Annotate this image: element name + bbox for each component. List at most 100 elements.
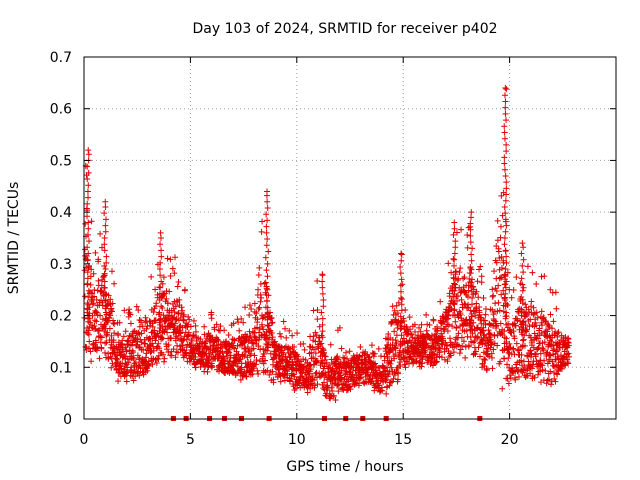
data-point [320,346,327,353]
data-point [146,363,153,370]
data-point [312,350,319,357]
data-point [307,385,314,392]
data-point [387,379,394,386]
data-point [498,265,505,272]
data-point [397,263,404,270]
data-point [102,198,109,205]
data-point [515,309,522,316]
data-point [457,346,464,353]
data-point [444,358,451,365]
data-point [115,378,122,385]
data-point [263,267,270,274]
data-point [103,309,110,316]
data-point [84,231,91,238]
data-point [161,358,168,365]
data-point [444,343,451,350]
data-point [457,323,464,330]
data-point [505,355,512,362]
data-point [534,314,541,321]
data-point [290,349,297,356]
data-point [115,332,122,339]
data-point [174,342,181,349]
data-point [447,352,454,359]
data-point [450,300,457,307]
data-point [518,275,525,282]
data-point [84,213,91,220]
data-point [301,346,308,353]
data-point [158,253,165,260]
data-point [511,335,518,342]
data-point [116,369,123,376]
data-point [91,293,98,300]
data-points [81,85,572,404]
data-point [165,349,172,356]
data-point [310,333,317,340]
data-point [327,341,334,348]
data-point [524,353,531,360]
x-tick-label: 5 [186,432,195,448]
data-point [103,339,110,346]
data-point [477,314,484,321]
data-point [108,268,115,275]
data-point [398,294,405,301]
data-point [486,353,493,360]
data-point [542,318,549,325]
data-point [451,262,458,269]
data-point [399,281,406,288]
data-point [450,293,457,300]
data-point [460,275,467,282]
data-point [264,316,271,323]
data-point [276,330,283,337]
data-point [482,311,489,318]
data-point [85,219,92,226]
data-point [91,317,98,324]
data-point [503,86,510,93]
data-point [132,373,139,380]
data-point [548,338,555,345]
data-point [101,272,108,279]
data-point [255,371,262,378]
data-point [504,361,511,368]
data-point [392,351,399,358]
data-point [269,319,276,326]
data-point [502,315,509,322]
data-point [492,285,499,292]
data-point [257,291,264,298]
data-point [381,357,388,364]
data-point [467,226,474,233]
data-point [533,280,540,287]
x-tick-label: 15 [394,432,412,448]
data-point [149,361,156,368]
data-point [172,254,179,261]
data-point [158,334,165,341]
data-point [398,257,405,264]
data-point [542,367,549,374]
data-point [265,248,272,255]
data-point [268,320,275,327]
data-point [97,339,104,346]
data-point [157,259,164,266]
data-point [171,309,178,316]
data-point [441,348,448,355]
data-point [329,387,336,394]
data-point [464,231,471,238]
data-point [319,271,326,278]
data-point [440,319,447,326]
data-point [336,324,343,331]
data-point [401,361,408,368]
data-point [271,338,278,345]
data-point [503,185,510,192]
data-point [164,329,171,336]
data-point [311,346,318,353]
data-point [116,319,123,326]
data-point [186,316,193,323]
data-point [535,335,542,342]
data-point [451,256,458,263]
data-point [392,337,399,344]
data-point [477,263,484,270]
data-point [544,320,551,327]
data-point [399,296,406,303]
data-point [490,292,497,299]
data-point [263,229,270,236]
data-point [97,312,104,319]
